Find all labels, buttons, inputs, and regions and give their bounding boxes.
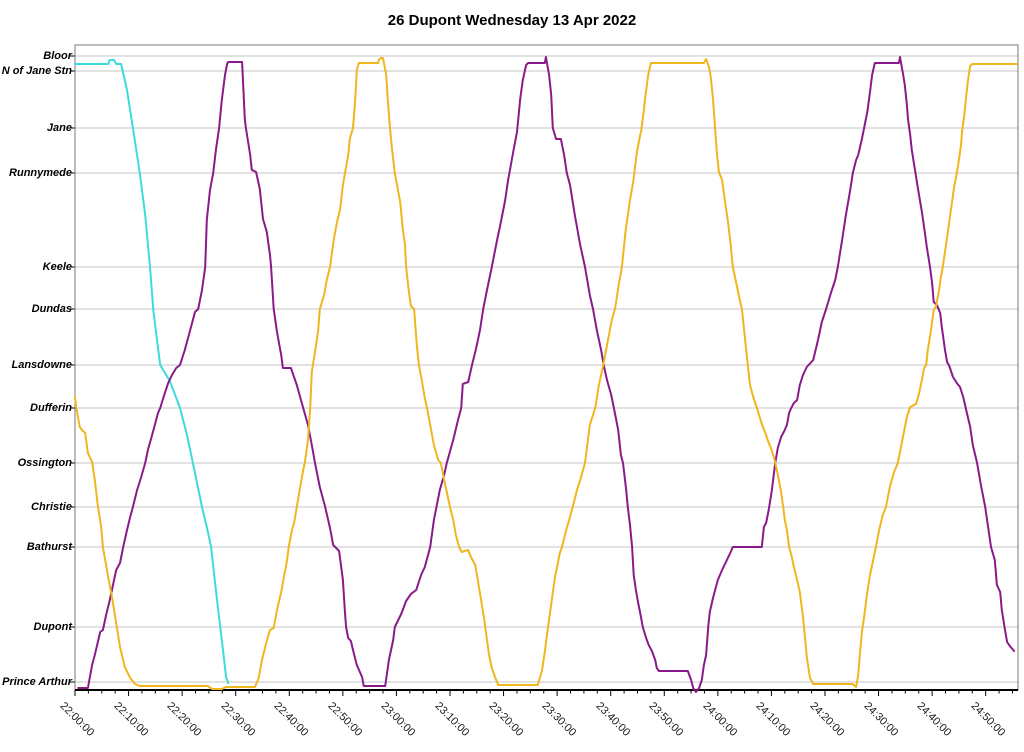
station-label-keele: Keele [42, 261, 72, 273]
station-label-runnymede: Runnymede [9, 167, 72, 179]
trajectory-vehicle-2-purple [77, 56, 1016, 693]
trajectory-vehicle-1-cyan [74, 59, 230, 684]
station-label-prince-arthur: Prince Arthur [2, 676, 72, 688]
station-label-dundas: Dundas [31, 303, 72, 315]
station-label-bloor: Bloor [43, 50, 72, 62]
station-label-dupont: Dupont [33, 621, 72, 633]
station-label-bathurst: Bathurst [26, 541, 72, 553]
station-label-christie: Christie [31, 501, 72, 513]
chart-title: 26 Dupont Wednesday 13 Apr 2022 [387, 12, 637, 29]
station-label-dufferin: Dufferin [30, 402, 72, 414]
station-label-ossington: Ossington [17, 457, 72, 469]
station-label-jane: Jane [46, 122, 72, 134]
station-label-lansdowne: Lansdowne [11, 359, 72, 371]
station-label-n-of-jane-stn: N of Jane Stn [1, 65, 72, 77]
trajectory-vehicle-3-orange [74, 57, 1019, 690]
